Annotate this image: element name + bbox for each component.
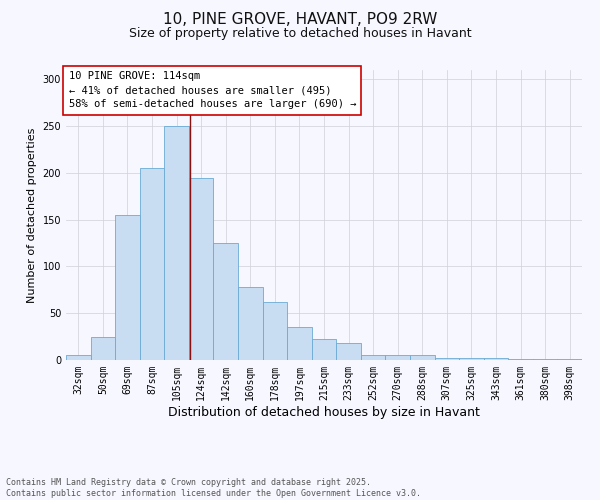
Bar bbox=[312, 340, 336, 360]
Text: 10, PINE GROVE, HAVANT, PO9 2RW: 10, PINE GROVE, HAVANT, PO9 2RW bbox=[163, 12, 437, 28]
Bar bbox=[115, 215, 140, 360]
Bar bbox=[533, 359, 557, 360]
Bar bbox=[410, 356, 434, 360]
Bar bbox=[140, 168, 164, 360]
Y-axis label: Number of detached properties: Number of detached properties bbox=[27, 128, 37, 302]
Bar bbox=[66, 356, 91, 360]
Bar bbox=[361, 356, 385, 360]
Bar bbox=[557, 359, 582, 360]
Bar bbox=[263, 302, 287, 360]
Text: Size of property relative to detached houses in Havant: Size of property relative to detached ho… bbox=[128, 28, 472, 40]
Bar bbox=[164, 126, 189, 360]
Text: Contains HM Land Registry data © Crown copyright and database right 2025.
Contai: Contains HM Land Registry data © Crown c… bbox=[6, 478, 421, 498]
Bar bbox=[287, 328, 312, 360]
Bar bbox=[459, 358, 484, 360]
Bar bbox=[91, 336, 115, 360]
Bar bbox=[336, 343, 361, 360]
Bar bbox=[484, 358, 508, 360]
Bar bbox=[508, 359, 533, 360]
Bar bbox=[189, 178, 214, 360]
Bar bbox=[238, 287, 263, 360]
Text: 10 PINE GROVE: 114sqm
← 41% of detached houses are smaller (495)
58% of semi-det: 10 PINE GROVE: 114sqm ← 41% of detached … bbox=[68, 72, 356, 110]
X-axis label: Distribution of detached houses by size in Havant: Distribution of detached houses by size … bbox=[168, 406, 480, 418]
Bar bbox=[385, 356, 410, 360]
Bar bbox=[214, 243, 238, 360]
Bar bbox=[434, 358, 459, 360]
